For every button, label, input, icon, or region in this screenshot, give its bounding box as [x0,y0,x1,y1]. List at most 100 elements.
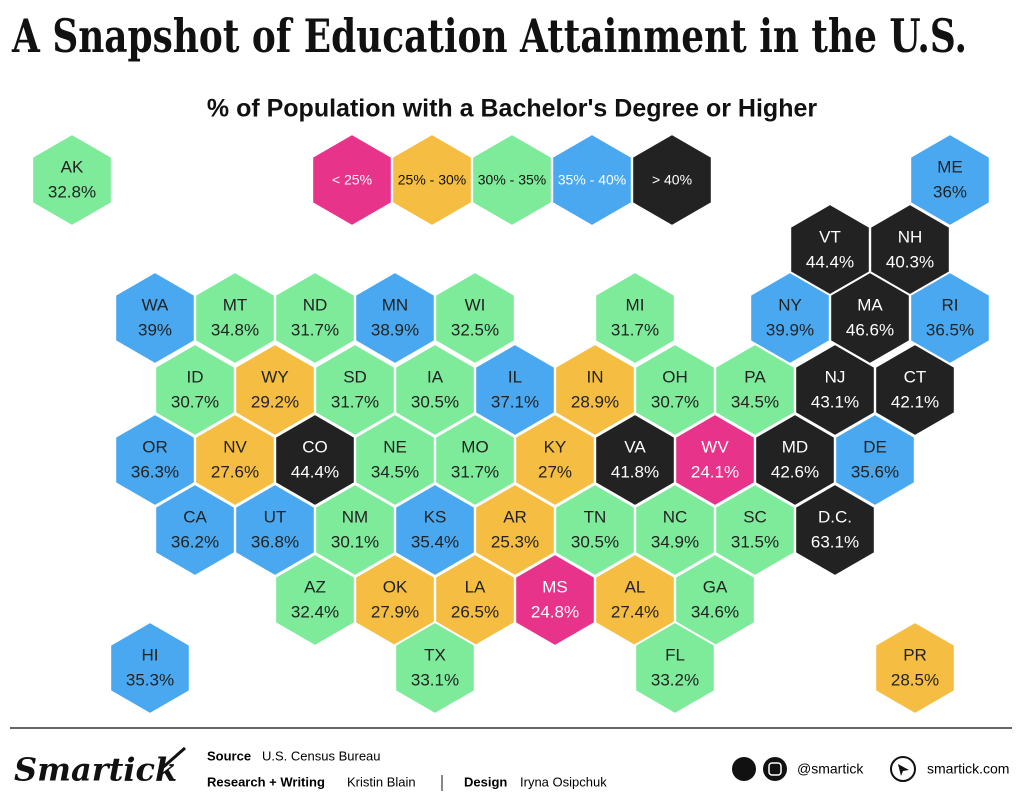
state-value: 41.8% [611,462,659,481]
state-code: SC [743,507,767,526]
design-label: Design [464,774,507,789]
state-value: 30.5% [571,532,619,551]
state-code: MO [461,437,488,456]
state-code: MA [857,295,883,314]
instagram-glyph [768,762,782,776]
state-code: OK [383,577,408,596]
state-value: 27.4% [611,602,659,621]
state-code: AK [61,157,84,176]
legend-swatch [631,132,713,228]
state-value: 27.9% [371,602,419,621]
state-value: 35.6% [851,462,899,481]
state-value: 25.3% [491,532,539,551]
state-value: 42.6% [771,462,819,481]
state-value: 43.1% [811,392,859,411]
state-value: 24.8% [531,602,579,621]
state-code: GA [703,577,728,596]
state-code: NC [663,507,688,526]
state-code: AR [503,507,527,526]
state-value: 46.6% [846,320,894,339]
state-hex [794,482,876,578]
state-value: 34.5% [371,462,419,481]
state-code: VT [819,227,841,246]
state-value: 28.9% [571,392,619,411]
state-code: OR [142,437,168,456]
twitter-icon[interactable] [732,757,756,781]
state-code: IL [508,367,522,386]
state-value: 31.7% [611,320,659,339]
logo-tick [159,746,186,772]
state-value: 36.5% [926,320,974,339]
state-code: MD [782,437,808,456]
state-code: DE [863,437,887,456]
state-hex [634,620,716,716]
design: Iryna Osipchuk [520,774,607,789]
website[interactable]: smartick.com [927,761,1009,777]
state-code: NV [223,437,247,456]
state-value: 36.2% [171,532,219,551]
state-value: 32.5% [451,320,499,339]
state-code: NM [342,507,368,526]
title: A Snapshot of Education Attainment in th… [11,9,967,63]
state-value: 31.5% [731,532,779,551]
state-code: TN [584,507,607,526]
state-code: LA [465,577,486,596]
state-code: MN [382,295,408,314]
state-value: 28.5% [891,670,939,689]
legend-label: 25% - 30% [398,172,466,188]
state-value: 26.5% [451,602,499,621]
state-value: 36% [933,182,967,201]
state-value: 30.5% [411,392,459,411]
state-value: 31.7% [291,320,339,339]
state-code: NH [898,227,923,246]
state-code: TX [424,645,446,664]
state-code: HI [142,645,159,664]
state-value: 33.1% [411,670,459,689]
subtitle: % of Population with a Bachelor's Degree… [207,95,817,123]
state-value: 39% [138,320,172,339]
state-value: 63.1% [811,532,859,551]
state-code: PR [903,645,927,664]
state-code: IA [427,367,444,386]
state-hex [874,620,956,716]
state-value: 32.4% [291,602,339,621]
state-code: AL [625,577,646,596]
state-value: 34.8% [211,320,259,339]
state-hex [394,620,476,716]
state-code: CT [904,367,927,386]
state-code: MT [223,295,248,314]
state-value: 30.1% [331,532,379,551]
state-code: KY [544,437,567,456]
state-code: NE [383,437,407,456]
state-code: D.C. [818,507,852,526]
web-icon[interactable] [890,756,916,782]
state-code: MS [542,577,568,596]
state-code: NY [778,295,802,314]
state-value: 27% [538,462,572,481]
legend-label: < 25% [332,172,372,188]
state-value: 34.6% [691,602,739,621]
state-code: ME [937,157,963,176]
state-value: 29.2% [251,392,299,411]
state-value: 33.2% [651,670,699,689]
social-handle[interactable]: @smartick [797,761,864,777]
state-hex [594,270,676,366]
legend-label: 35% - 40% [558,172,626,188]
state-code: ID [187,367,204,386]
state-value: 44.4% [291,462,339,481]
state-code: PA [744,367,766,386]
state-value: 31.7% [451,462,499,481]
research-label: Research + Writing [207,774,325,789]
instagram-icon[interactable] [763,757,787,781]
source-label: Source [207,748,251,763]
cursor-glyph [898,764,909,776]
state-value: 27.6% [211,462,259,481]
state-code: CA [183,507,207,526]
state-value: 34.9% [651,532,699,551]
state-code: VA [624,437,646,456]
state-code: SD [343,367,367,386]
state-code: WY [261,367,288,386]
state-code: RI [942,295,959,314]
research: Kristin Blain [347,774,416,789]
